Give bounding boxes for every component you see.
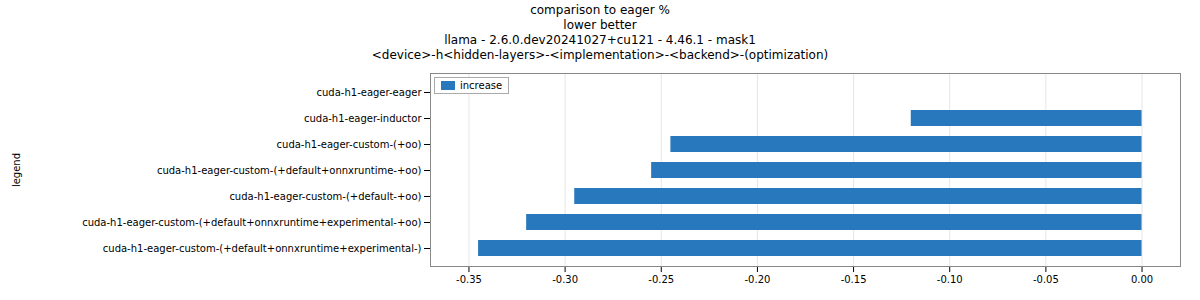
svg-text:-0.20: -0.20 [744,274,770,285]
svg-text:cuda-h1-eager-inductor: cuda-h1-eager-inductor [304,113,422,124]
svg-text:cuda-h1-eager-custom-(+oo): cuda-h1-eager-custom-(+oo) [277,139,422,150]
svg-text:0.00: 0.00 [1131,274,1153,285]
svg-text:-0.35: -0.35 [456,274,482,285]
svg-text:-0.15: -0.15 [841,274,867,285]
svg-text:-0.05: -0.05 [1033,274,1059,285]
svg-text:cuda-h1-eager-custom-(+default: cuda-h1-eager-custom-(+default-+oo) [229,191,421,202]
svg-text:-0.25: -0.25 [648,274,674,285]
html-text:increase: increase [460,80,503,91]
svg-text:cuda-h1-eager-custom-(+default: cuda-h1-eager-custom-(+default+onnxrunti… [82,217,421,228]
svg-text:-0.30: -0.30 [552,274,578,285]
svg-text:legend: legend [11,153,22,187]
svg-text:-0.10: -0.10 [937,274,963,285]
html-text:comparison to eager % lower be: comparison to eager % lower better llama… [371,3,829,62]
svg-text:cuda-h1-eager-custom-(+default: cuda-h1-eager-custom-(+default+onnxrunti… [103,243,422,254]
svg-text:cuda-h1-eager-custom-(+default: cuda-h1-eager-custom-(+default+onnxrunti… [157,165,422,176]
svg-text:cuda-h1-eager-eager: cuda-h1-eager-eager [317,87,423,98]
